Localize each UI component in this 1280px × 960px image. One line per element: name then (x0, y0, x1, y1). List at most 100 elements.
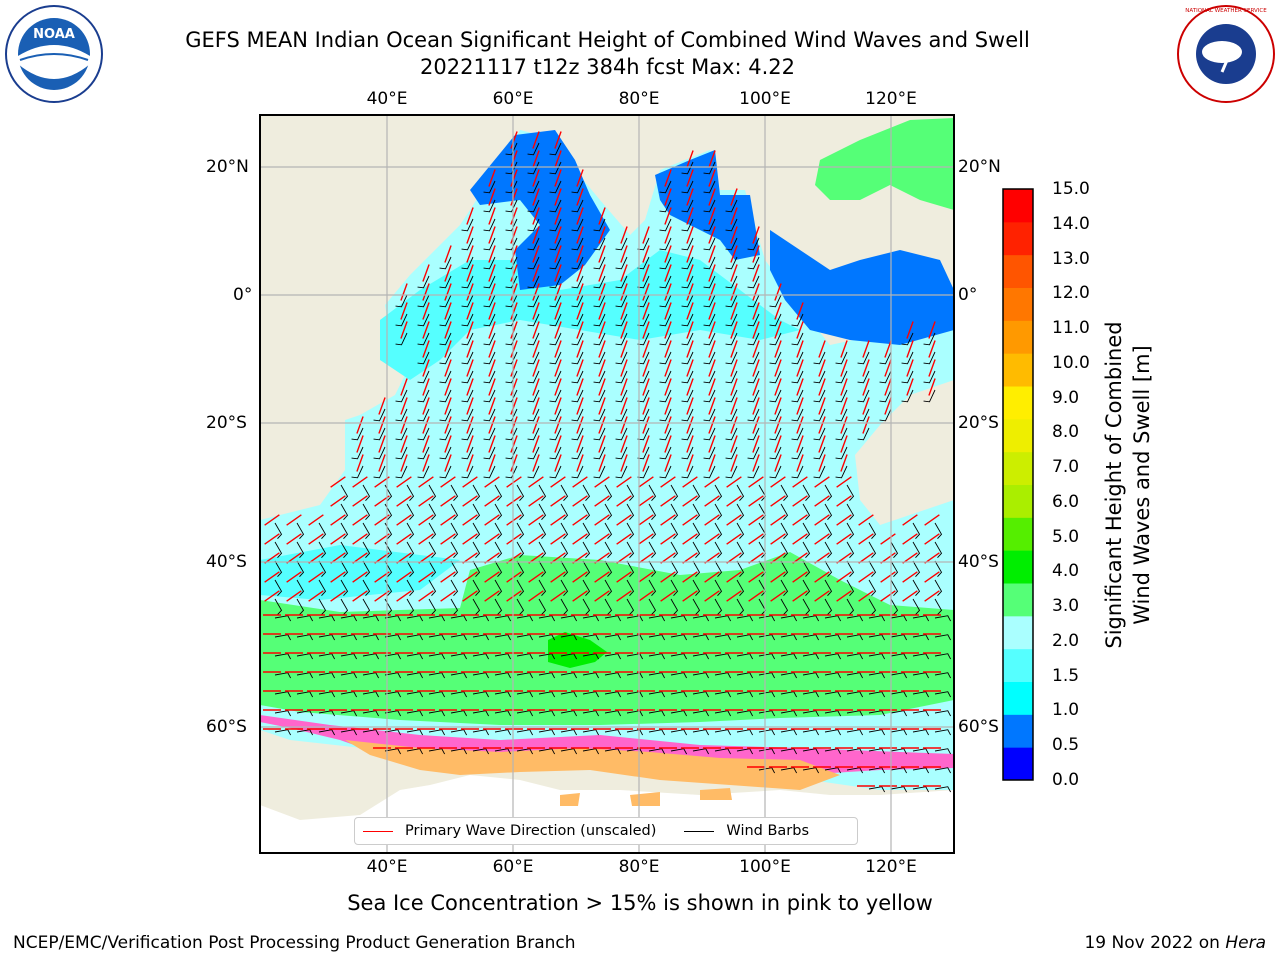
wind-barb (527, 313, 540, 327)
wind-barb (527, 161, 540, 175)
wave-direction-arrow (638, 533, 654, 545)
sea-ice-dense (345, 740, 840, 790)
wave-direction-arrow (752, 245, 760, 263)
wave-direction-arrow (902, 514, 918, 526)
wind-barb (912, 541, 921, 559)
wave-direction-arrow (840, 378, 848, 396)
wind-barb (648, 522, 657, 540)
wind-barb (538, 691, 556, 698)
wave-direction-arrow (774, 378, 782, 396)
wave-direction-arrow (924, 533, 940, 545)
wind-barb (604, 634, 622, 641)
wind-barb (406, 484, 415, 502)
wind-barb (274, 653, 292, 660)
wind-barb (274, 729, 292, 736)
wave-direction-arrow (554, 397, 562, 415)
wind-barb (758, 767, 776, 774)
wind-barb (494, 503, 503, 521)
wave-direction-arrow (862, 340, 870, 358)
wave-direction-arrow (594, 495, 610, 507)
wave-direction-arrow (642, 226, 650, 244)
wind-barb (571, 446, 584, 460)
wave-direction-arrow (664, 416, 672, 434)
wind-barb (736, 522, 745, 540)
wind-barb (681, 237, 694, 251)
wind-barb (934, 579, 943, 597)
wind-barb (395, 446, 408, 460)
wave-direction-arrow (528, 590, 544, 602)
wind-barb (538, 729, 556, 736)
wave-direction-arrow (708, 226, 716, 244)
wave-direction-arrow (818, 435, 826, 453)
wind-barb (582, 503, 591, 521)
wave-direction-arrow (598, 416, 606, 434)
wind-barb (703, 294, 716, 308)
wind-barb (736, 748, 754, 755)
wave-direction-arrow (726, 571, 742, 583)
wind-barb (857, 351, 870, 365)
wave-direction-arrow (444, 283, 452, 301)
wind-barb (934, 653, 952, 660)
wave-direction-arrow (664, 340, 672, 358)
wave-direction-arrow (506, 476, 522, 488)
wave-direction-arrow (444, 435, 452, 453)
wave-direction-arrow (572, 514, 588, 526)
wind-barb (593, 351, 606, 365)
wind-barb (461, 370, 474, 384)
wave-direction-arrow (620, 435, 628, 453)
ocean-band-1m-arabian (470, 130, 610, 290)
wind-barb (813, 389, 826, 403)
wind-barb (274, 710, 292, 717)
wind-barb (626, 541, 635, 559)
wave-direction-arrow (858, 571, 874, 583)
wave-direction-arrow (620, 302, 628, 320)
wind-barb (571, 332, 584, 346)
wave-direction-arrow (664, 359, 672, 377)
wind-barb (868, 767, 886, 774)
wind-barb (648, 710, 666, 717)
wind-barb (703, 446, 716, 460)
wind-barb (769, 313, 782, 327)
wind-barb (670, 710, 688, 717)
wind-barb (373, 446, 386, 460)
wave-direction-arrow (466, 378, 474, 396)
wind-barb (703, 199, 716, 213)
wind-barb (934, 598, 943, 616)
wind-barb (846, 484, 855, 502)
wave-direction-arrow (506, 495, 522, 507)
wave-direction-arrow (264, 514, 280, 526)
wind-barb (505, 294, 518, 308)
wave-direction-arrow (664, 245, 672, 263)
wind-barb (890, 634, 908, 641)
wave-direction-arrow (664, 321, 672, 339)
wind-barb (934, 541, 943, 559)
wind-barb (439, 275, 452, 289)
wave-direction-arrow (532, 435, 540, 453)
wave-direction-arrow (444, 454, 452, 472)
wave-direction-arrow (488, 226, 496, 244)
wind-barb (692, 729, 710, 736)
wave-direction-arrow (704, 514, 720, 526)
wave-direction-arrow (620, 321, 628, 339)
colorbar-tick-label: 13.0 (1052, 248, 1090, 269)
wind-barb (747, 313, 760, 327)
wind-barb (417, 351, 430, 365)
wave-direction-arrow (660, 533, 676, 545)
wind-barb (802, 710, 820, 717)
wind-barb (582, 653, 600, 660)
wave-direction-arrow (532, 378, 540, 396)
wind-barb (802, 691, 820, 698)
wind-barb (593, 275, 606, 289)
wind-barb (703, 465, 716, 479)
wind-barb (362, 484, 371, 502)
wind-barb (824, 691, 842, 698)
wave-direction-arrow (264, 590, 280, 602)
lon-tick-bottom: 40°E (366, 857, 408, 877)
wind-barb (362, 522, 371, 540)
wave-direction-arrow (598, 283, 606, 301)
wind-barb (450, 615, 468, 622)
wind-barb (560, 615, 578, 622)
wind-barb (604, 729, 622, 736)
wind-barb (780, 579, 789, 597)
wave-direction-arrow (422, 454, 430, 472)
